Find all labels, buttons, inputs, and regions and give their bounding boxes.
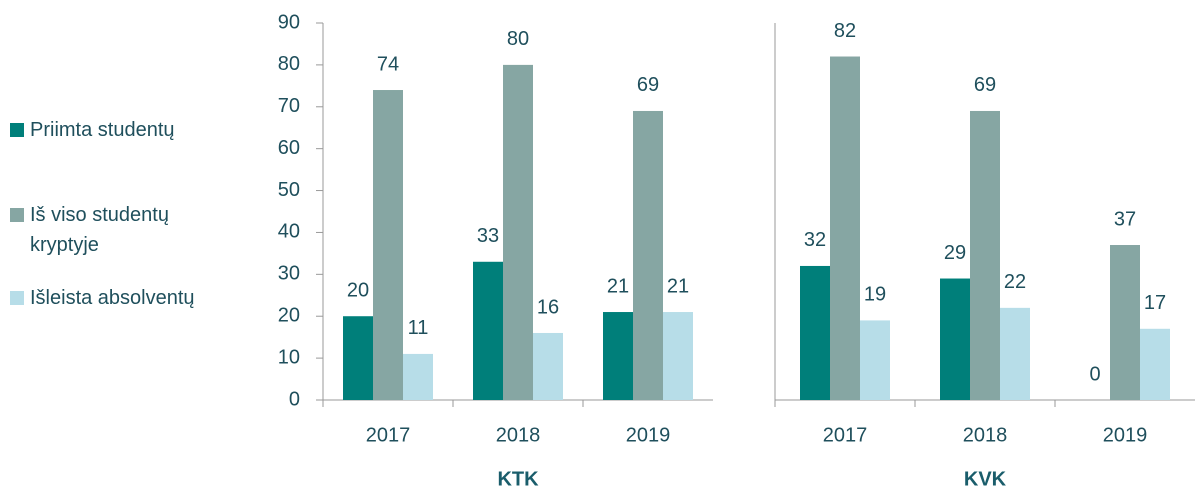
legend-swatch: [10, 208, 24, 222]
value-label: 69: [637, 74, 659, 96]
bar: [403, 353, 433, 400]
legend-label: Iš viso studentų kryptyje: [30, 204, 169, 256]
x-tick-label: 2019: [626, 424, 671, 446]
bar: [663, 312, 693, 400]
legend-label: Priimta studentų: [30, 119, 175, 141]
bar: [1110, 245, 1140, 400]
value-label: 69: [974, 74, 996, 96]
bar: [603, 312, 633, 400]
bar: [1000, 307, 1030, 400]
value-label: 21: [607, 275, 629, 297]
legend-entry: Iš viso studentų kryptyje: [10, 200, 235, 260]
value-label: 80: [507, 28, 529, 50]
bar: [373, 90, 403, 401]
x-tick-label: 2018: [963, 424, 1008, 446]
value-label: 0: [1089, 363, 1100, 385]
bar: [970, 110, 1000, 400]
value-label: 17: [1144, 292, 1166, 314]
group-label: KVK: [964, 468, 1007, 490]
y-tick-label: 20: [278, 305, 300, 327]
value-label: 19: [864, 284, 886, 306]
y-tick-label: 10: [278, 346, 300, 368]
value-label: 74: [377, 53, 399, 75]
legend-entry: Išleista absolventų: [10, 283, 235, 313]
value-label: 22: [1004, 271, 1026, 293]
bar: [343, 316, 373, 400]
bar: [860, 320, 890, 400]
value-label: 20: [347, 280, 369, 302]
value-label: 21: [667, 275, 689, 297]
y-tick-label: 0: [289, 388, 300, 410]
y-tick-label: 60: [278, 137, 300, 159]
bar: [633, 110, 663, 400]
group-label: KTK: [497, 468, 539, 490]
y-tick-label: 90: [278, 11, 300, 33]
x-tick-label: 2019: [1103, 424, 1148, 446]
value-label: 16: [537, 296, 559, 318]
value-label: 37: [1114, 208, 1136, 230]
value-label: 29: [944, 242, 966, 264]
value-label: 11: [408, 317, 429, 339]
y-tick-label: 30: [278, 263, 300, 285]
bar: [503, 64, 533, 400]
value-label: 82: [834, 20, 856, 42]
x-tick-label: 2017: [823, 424, 868, 446]
legend-entry: Priimta studentų: [10, 115, 235, 145]
y-tick-label: 70: [278, 95, 300, 117]
bar: [830, 56, 860, 401]
bar: [533, 332, 563, 400]
value-label: 33: [477, 225, 499, 247]
x-tick-label: 2017: [366, 424, 411, 446]
value-label: 32: [804, 229, 826, 251]
legend-swatch: [10, 123, 24, 137]
y-tick-label: 80: [278, 53, 300, 75]
bar: [800, 265, 830, 400]
y-tick-label: 50: [278, 179, 300, 201]
y-tick-label: 40: [278, 221, 300, 243]
x-tick-label: 2018: [496, 424, 541, 446]
legend-swatch: [10, 291, 24, 305]
legend-label: Išleista absolventų: [30, 287, 195, 309]
bar: [1140, 328, 1170, 400]
bar: [940, 278, 970, 400]
bar: [473, 261, 503, 400]
